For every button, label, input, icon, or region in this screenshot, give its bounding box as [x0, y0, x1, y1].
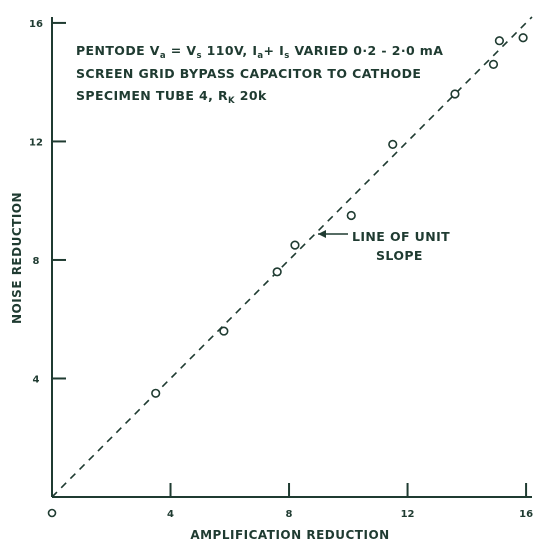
chart-annotation: PENTODE Va = Vs 110V, Ia+ Is VARIED 0·2 …: [76, 43, 443, 106]
data-point: [219, 326, 229, 336]
data-point: [494, 36, 505, 46]
y-tick-label: 16: [29, 19, 43, 30]
data-point: [488, 59, 499, 70]
data-point: [388, 139, 398, 150]
y-axis-title: NOISE REDUCTION: [10, 192, 24, 324]
x-tick-label: 8: [286, 509, 293, 520]
data-point: [272, 267, 282, 277]
annotation-line-1: PENTODE Va = Vs 110V, Ia+ Is VARIED 0·2 …: [76, 43, 443, 61]
x-tick-label: 16: [519, 509, 533, 520]
data-point: [151, 388, 161, 398]
unit-slope-label: LINE OF UNIT SLOPE: [318, 229, 450, 263]
data-point: [518, 33, 528, 43]
data-point: [290, 240, 300, 250]
data-point: [346, 210, 356, 221]
x-tick-label-zero: [47, 508, 57, 518]
annotation-line-2: SCREEN GRID BYPASS CAPACITOR TO CATHODE: [76, 66, 421, 81]
x-axis-title: AMPLIFICATION REDUCTION: [190, 528, 389, 542]
reference-line-label-1: LINE OF UNIT: [352, 229, 450, 244]
label-arrow-head: [318, 230, 326, 238]
y-tick-label: 12: [29, 137, 43, 148]
x-tick-label: 12: [401, 509, 415, 520]
y-tick-label: 4: [33, 374, 40, 385]
plot-area: 4 8 12 16 4 8 12 16: [29, 16, 533, 520]
y-tick-label: 8: [33, 256, 40, 267]
annotation-line-3: SPECIMEN TUBE 4, RK 20k: [76, 88, 267, 106]
reference-line-label-2: SLOPE: [376, 248, 423, 263]
x-tick-label: 4: [167, 509, 174, 520]
data-point: [450, 89, 460, 99]
